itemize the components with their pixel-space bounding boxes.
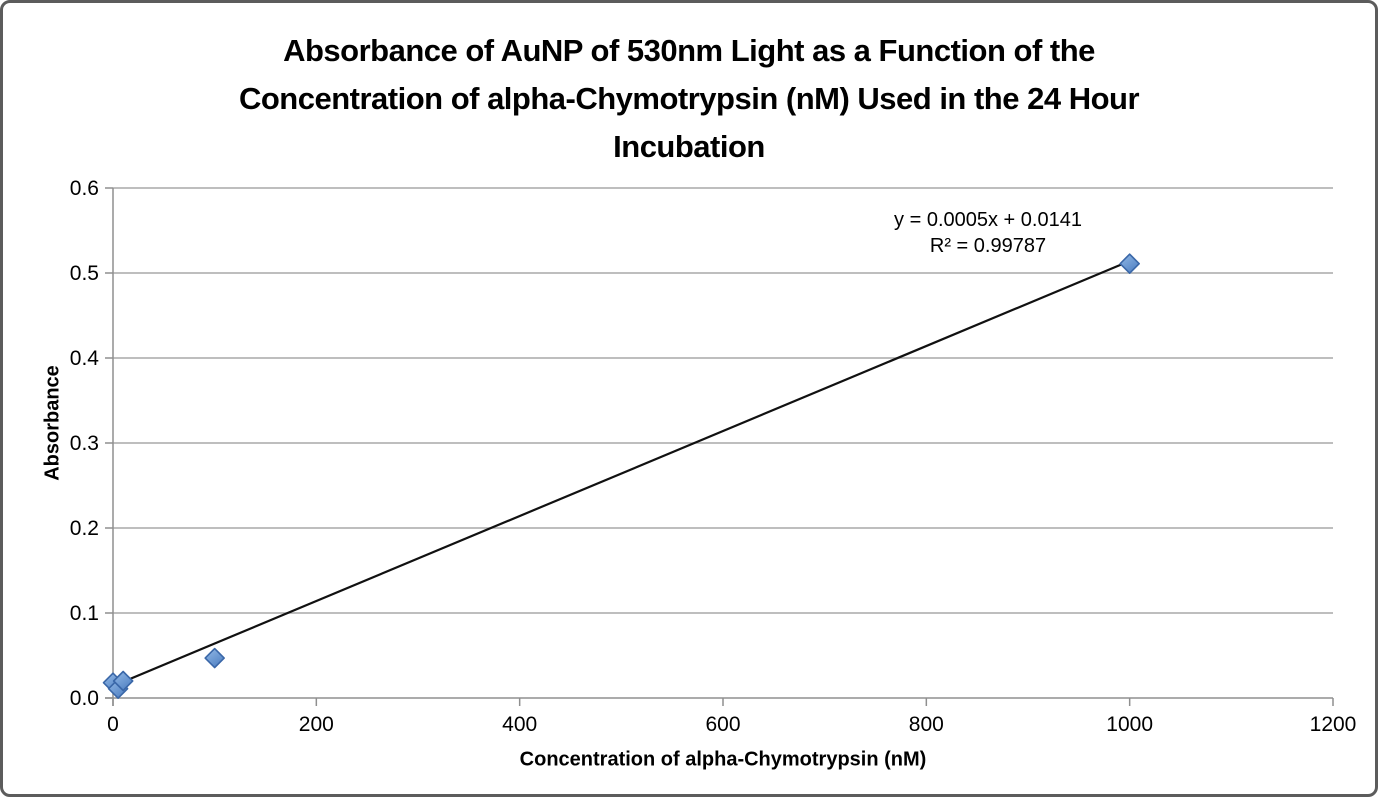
x-tick-label: 200 — [299, 713, 334, 736]
x-tick-label: 400 — [502, 713, 537, 736]
chart-title-line-3: Incubation — [613, 129, 765, 164]
chart-title-line-2: Concentration of alpha-Chymotrypsin (nM)… — [238, 81, 1140, 116]
x-tick-label: 800 — [909, 713, 944, 736]
x-tick-label: 1200 — [1310, 713, 1357, 736]
r-squared-value: R² = 0.99787 — [929, 235, 1047, 257]
y-tick-label: 0.1 — [70, 602, 99, 625]
trendline-annotation: y = 0.0005x + 0.0141 R² = 0.99787 — [894, 207, 1082, 259]
chart-title-line-1: Absorbance of AuNP of 530nm Light as a F… — [283, 33, 1095, 68]
data-point-marker — [112, 670, 134, 692]
y-tick-label: 0.3 — [70, 432, 99, 455]
plot-area: 0.0 0.1 0.2 0.3 0.4 0.5 0.6 0 200 400 600 800 1000 12… — [70, 177, 1357, 736]
x-tick-label: 1000 — [1106, 713, 1153, 736]
data-point-marker — [204, 647, 225, 669]
trendline — [112, 260, 1131, 688]
trendline-equation: y = 0.0005x + 0.0141 — [894, 209, 1082, 231]
chart-title: Absorbance of AuNP of 530nm Light as a F… — [3, 27, 1375, 171]
y-tick-label: 0.5 — [70, 262, 99, 285]
y-tick-label: 0.4 — [70, 347, 100, 370]
y-tick-label: 0.0 — [70, 687, 99, 710]
y-tick-label: 0.6 — [70, 177, 99, 200]
x-axis-title: Concentration of alpha-Chymotrypsin (nM) — [519, 748, 927, 771]
data-point-marker — [1119, 253, 1140, 274]
y-tick-label: 0.2 — [70, 517, 99, 540]
x-tick-label: 0 — [107, 713, 119, 736]
x-tick-label: 600 — [705, 713, 740, 736]
